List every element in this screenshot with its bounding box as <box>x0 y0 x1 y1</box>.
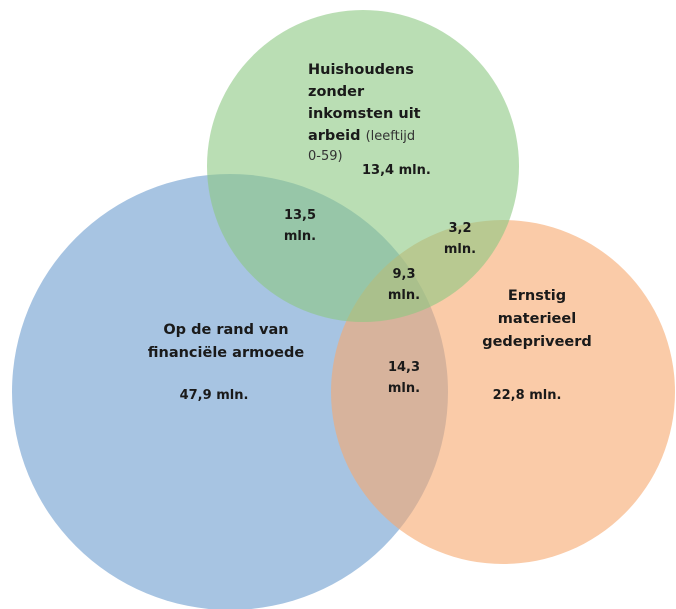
intersection-value: mln. <box>284 229 316 244</box>
set-label: Huishoudens <box>308 62 414 78</box>
intersection-value: mln. <box>388 288 420 303</box>
intersection-value: 13,5 <box>284 208 316 223</box>
set-note: (leeftijd <box>366 129 416 144</box>
set-label: Op de rand van <box>163 322 288 338</box>
intersection-value: mln. <box>444 242 476 257</box>
set-label: arbeid <box>308 128 361 144</box>
intersection-value: 3,2 <box>448 221 471 236</box>
set-value: 47,9 mln. <box>180 388 249 403</box>
set-note: 0-59) <box>308 149 343 164</box>
set-label: Ernstig <box>508 288 566 304</box>
set-label: gedepriveerd <box>482 334 592 350</box>
intersection-value: 9,3 <box>392 267 415 282</box>
set-label: materieel <box>498 311 576 327</box>
intersection-value: mln. <box>388 381 420 396</box>
intersection-value: 14,3 <box>388 360 420 375</box>
set-label: inkomsten uit <box>308 106 421 122</box>
set-value: 22,8 mln. <box>493 388 562 403</box>
circle-jobless <box>207 10 519 322</box>
set-label: arbeid (leeftijd <box>308 128 415 144</box>
set-value: 13,4 mln. <box>362 163 431 178</box>
set-label: zonder <box>308 84 365 100</box>
set-label: financiële armoede <box>148 345 305 361</box>
